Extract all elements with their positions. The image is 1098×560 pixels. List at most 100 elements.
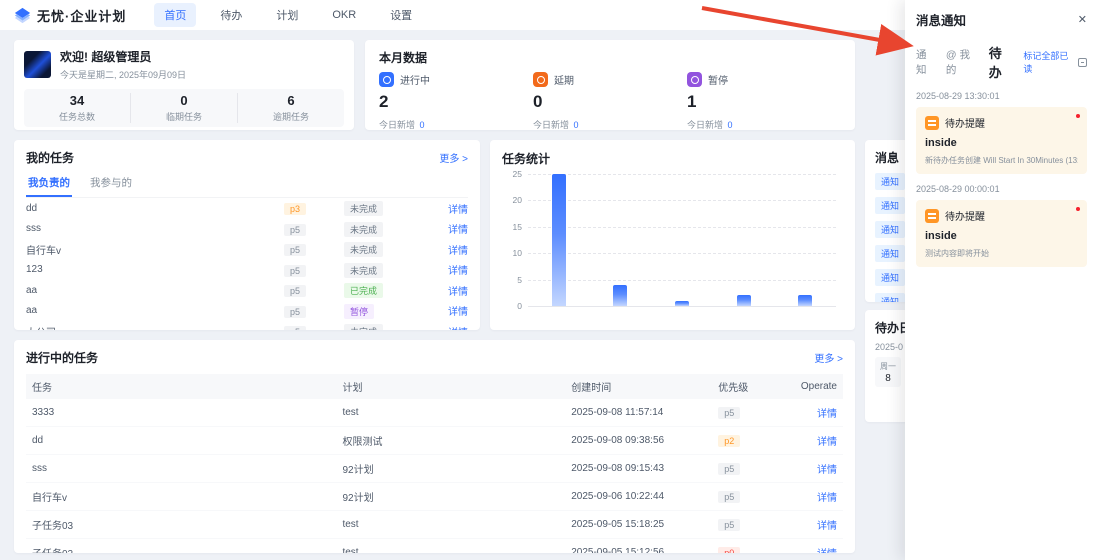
chart-bar-column <box>651 300 713 306</box>
notification-timestamp: 2025-08-29 13:30:01 <box>916 91 1000 101</box>
cell-created: 2025-09-08 09:15:43 <box>565 454 713 483</box>
nav-item-设置[interactable]: 设置 <box>390 10 413 22</box>
in-progress-more-link[interactable]: 更多 > <box>814 354 843 365</box>
message-type-badge[interactable]: 通知 <box>875 269 905 286</box>
status-icon <box>379 72 394 87</box>
notif-tab-通知[interactable]: 通知 <box>916 49 927 76</box>
message-type-badge[interactable]: 通知 <box>875 293 905 302</box>
task-row: aa p5 已完成 详情 <box>26 280 468 301</box>
table-header-row: 任务 计划 创建时间 优先级 Operate <box>26 374 843 399</box>
notification-card[interactable]: 待办提醒 inside 新待办任务创建 Will Start In 30Minute… <box>916 107 1087 174</box>
task-detail-link[interactable]: 详情 <box>448 204 468 216</box>
table-row: 自行车v 92计划 2025-09-06 10:22:44 p5 详情 <box>26 482 843 511</box>
nav-menu: 首页 待办 计划 OKR 设置 <box>154 3 422 27</box>
row-detail-link[interactable]: 详情 <box>817 465 837 476</box>
my-tasks-more-link[interactable]: 更多 > <box>439 154 468 165</box>
month-item-value: 2 <box>379 92 389 111</box>
app-logo[interactable]: 无忧·企业计划 <box>14 6 126 25</box>
task-detail-link[interactable]: 详情 <box>448 266 468 278</box>
task-name: 大公司 <box>26 324 284 330</box>
row-detail-link[interactable]: 详情 <box>817 409 837 420</box>
priority-badge: p2 <box>718 434 741 447</box>
task-name: aa <box>26 305 38 317</box>
task-detail-link[interactable]: 详情 <box>448 286 468 298</box>
welcome-date: 今天是星期二, 2025年09月09日 <box>60 70 187 80</box>
task-detail-link[interactable]: 详情 <box>448 245 468 257</box>
month-item-label: 延期 <box>554 76 574 87</box>
row-detail-link[interactable]: 详情 <box>817 549 837 553</box>
month-item: 进行中 2 今日新增 0 <box>379 72 533 130</box>
table-col-4: Operate <box>785 374 843 399</box>
clear-all-icon[interactable] <box>1078 57 1087 67</box>
cell-created: 2025-09-06 10:22:44 <box>565 482 713 511</box>
month-data-card: 本月数据 进行中 2 今日新增 0 延期 0 今日新增 0 暂停 1 今日新增 0 <box>365 40 855 130</box>
status-badge: 未完成 <box>344 242 384 258</box>
status-badge: 未完成 <box>344 221 384 237</box>
task-row: 123 p5 未完成 详情 <box>26 260 468 281</box>
row-detail-link[interactable]: 详情 <box>817 493 837 504</box>
unread-dot-icon <box>1076 207 1080 211</box>
stat-label: 任务总数 <box>58 112 95 122</box>
task-name: dd <box>26 202 38 214</box>
chart-ytick: 5 <box>517 274 522 285</box>
notif-tab-待办[interactable]: 待办 <box>988 46 1002 80</box>
chart-gridline <box>528 200 836 202</box>
message-type-badge[interactable]: 通知 <box>875 245 905 262</box>
cell-priority: p5 <box>712 399 786 427</box>
message-type-badge[interactable]: 通知 <box>875 173 905 190</box>
chart-gridline <box>528 226 836 228</box>
nav-item-OKR[interactable]: OKR <box>332 9 357 21</box>
task-name: 自行车v <box>26 245 61 257</box>
task-detail-link[interactable]: 详情 <box>448 225 468 237</box>
calendar-day-of-week: 周一 <box>880 361 896 371</box>
unread-dot-icon <box>1076 114 1080 118</box>
row-detail-link[interactable]: 详情 <box>817 437 837 448</box>
task-row: dd p3 未完成 详情 <box>26 198 468 219</box>
stats-panel: 34 任务总数 0 临期任务 6 逾期任务 <box>24 89 344 127</box>
my-tasks-card: 我的任务 更多 > 我负责的 我参与的 dd p3 未完成 详情 sss p5 未完成 详情 自行… <box>14 140 480 330</box>
month-data-title: 本月数据 <box>379 51 428 65</box>
cell-task: 3333 <box>26 399 337 427</box>
tab-我负责的[interactable]: 我负责的 <box>26 172 72 197</box>
close-icon[interactable]: ✕ <box>1077 14 1087 26</box>
todo-reminder-icon <box>925 208 939 223</box>
nav-item-待办[interactable]: 待办 <box>220 10 243 22</box>
mark-all-read-link[interactable]: 标记全部已读 <box>1023 51 1069 74</box>
cell-created: 2025-09-05 15:18:25 <box>565 510 713 539</box>
chart-gridline <box>528 174 836 175</box>
tab-我参与的[interactable]: 我参与的 <box>90 177 132 189</box>
cell-priority: p0 <box>712 538 786 553</box>
notif-tab-@ 我的[interactable]: @ 我的 <box>945 49 970 76</box>
month-item-value: 0 <box>533 92 543 111</box>
chart-ytick: 25 <box>512 169 522 179</box>
row-detail-link[interactable]: 详情 <box>817 521 837 532</box>
month-item-value: 1 <box>687 92 697 111</box>
task-detail-link[interactable]: 详情 <box>448 307 468 319</box>
task-row: 大公司p5 未完成 详情 <box>26 321 468 330</box>
welcome-stat: 6 逾期任务 <box>237 93 344 123</box>
chart-bar <box>798 295 813 306</box>
status-badge: 未完成 <box>344 262 384 278</box>
message-type-badge[interactable]: 通知 <box>875 197 905 214</box>
notification-card-title: inside <box>925 230 957 242</box>
notification-card[interactable]: 待办提醒 inside 测试内容即将开始 <box>916 200 1087 267</box>
bar-chart: 0510152025未完成已完成延期暂停进行中 <box>513 169 836 311</box>
cell-plan: test <box>336 538 566 553</box>
my-tasks-tabs: 我负责的 我参与的 <box>26 172 468 198</box>
calendar-month: 2025-0 <box>875 342 904 352</box>
in-progress-card: 进行中的任务 更多 > 任务 计划 创建时间 优先级 Operate 3333 test 2… <box>14 340 855 553</box>
nav-item-首页[interactable]: 首页 <box>154 3 197 27</box>
calendar-day-cell[interactable]: 周一 8 <box>875 357 901 387</box>
table-row: 3333 test 2025-09-08 11:57:14 p5 详情 <box>26 399 843 427</box>
cell-plan: 92计划 <box>336 482 566 511</box>
task-detail-link[interactable]: 详情 <box>434 324 468 330</box>
priority-badge: p5 <box>284 264 307 277</box>
cell-plan: test <box>336 399 566 427</box>
avatar[interactable] <box>24 51 51 78</box>
message-type-badge[interactable]: 通知 <box>875 221 905 238</box>
cell-task: sss <box>26 454 337 483</box>
messages-title: 消息 <box>875 151 900 165</box>
nav-item-计划[interactable]: 计划 <box>276 10 299 22</box>
chart-bar-column <box>774 295 836 306</box>
status-icon <box>687 72 702 87</box>
